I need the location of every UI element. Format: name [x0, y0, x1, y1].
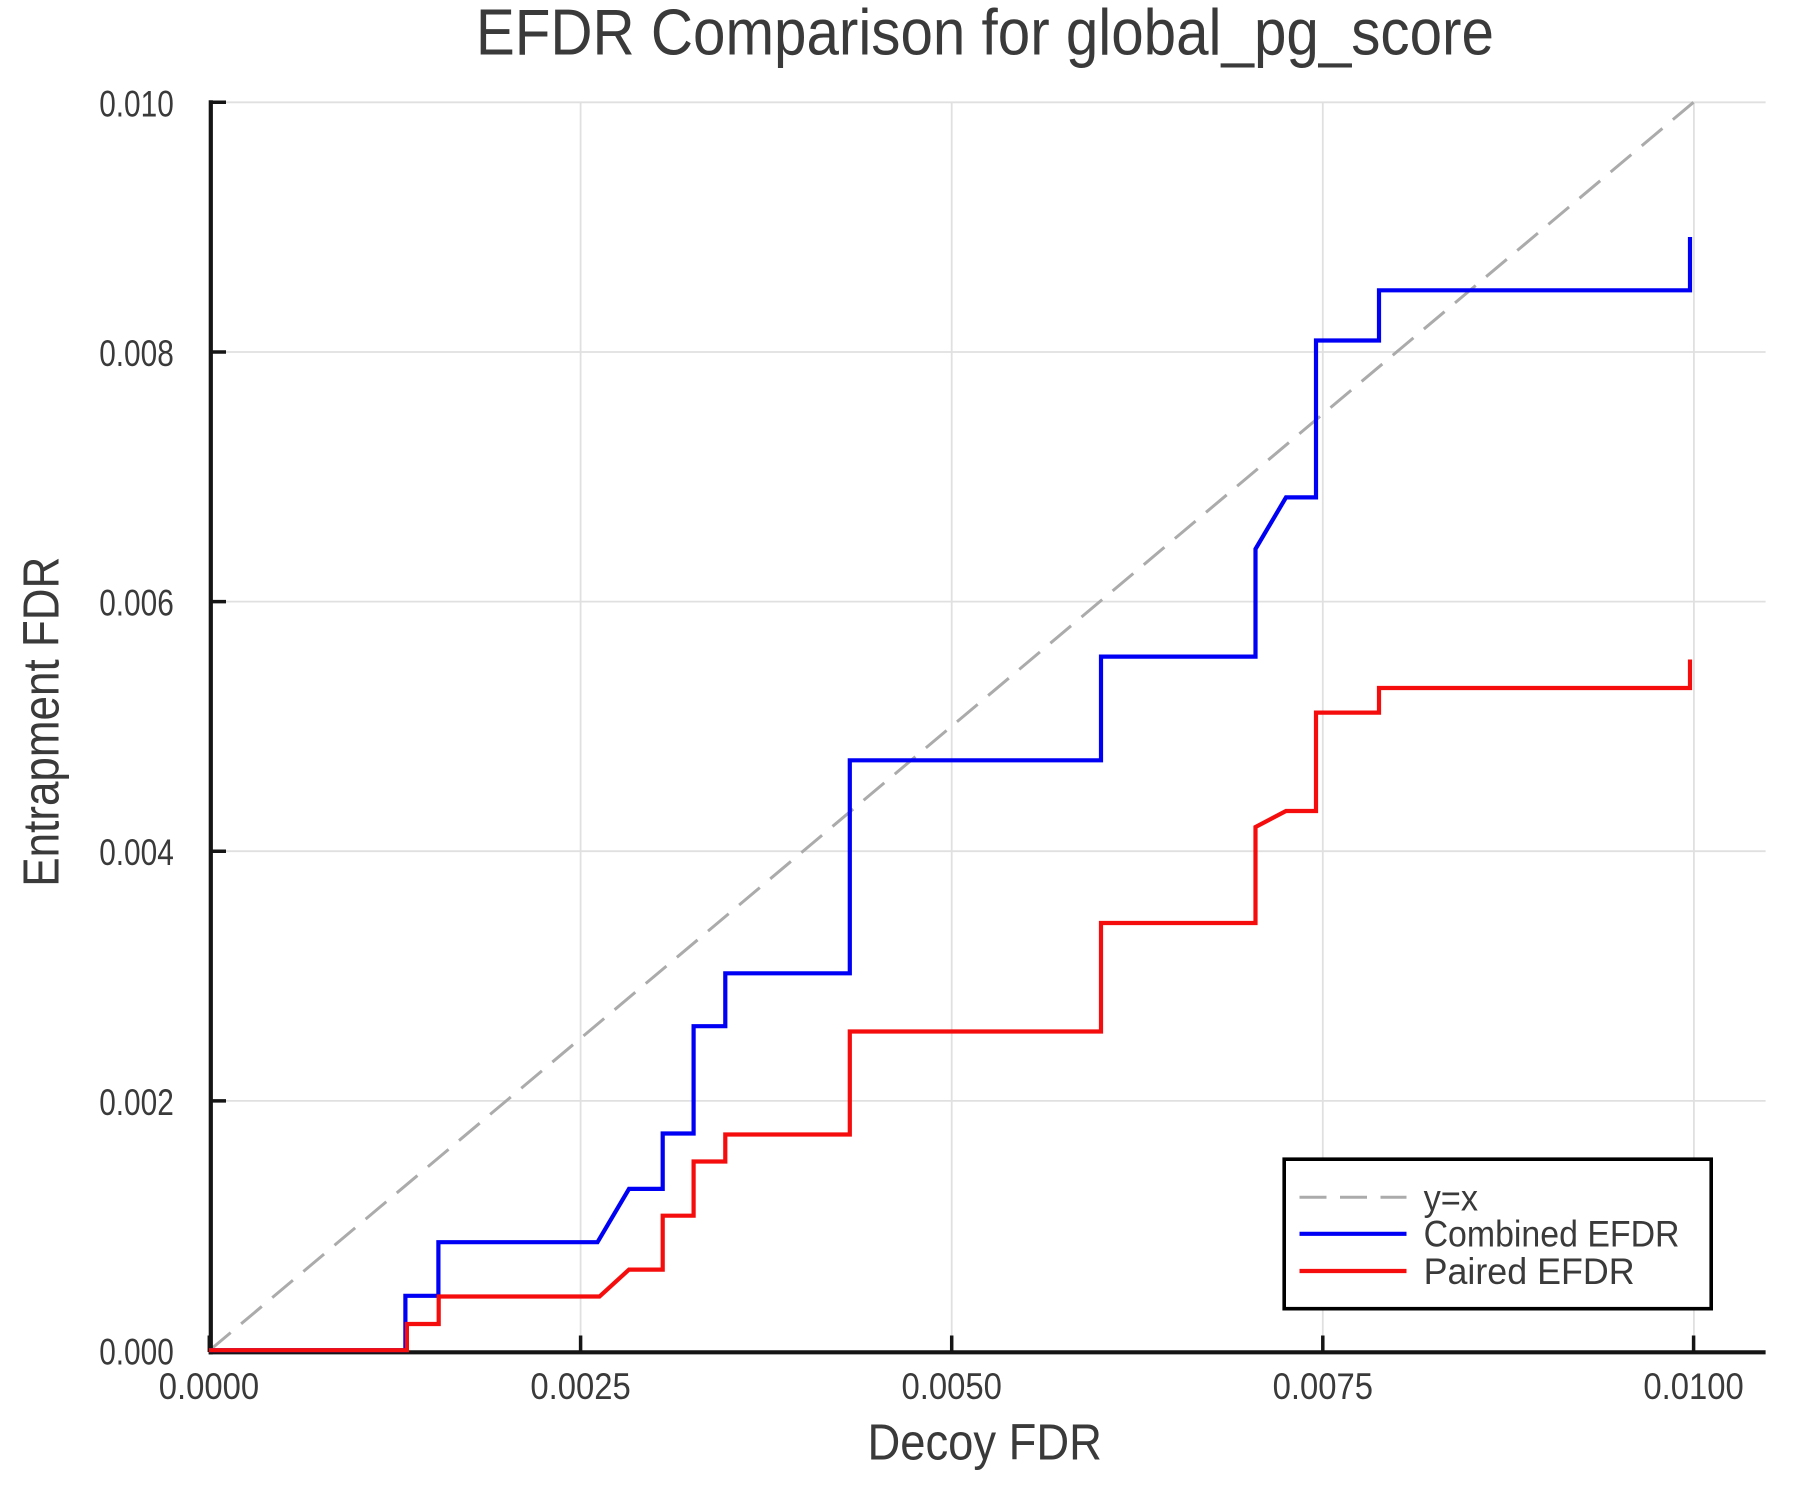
- svg-text:0.0000: 0.0000: [159, 1365, 259, 1407]
- svg-text:0.010: 0.010: [99, 82, 174, 124]
- svg-text:0.004: 0.004: [99, 831, 174, 873]
- svg-text:Decoy FDR: Decoy FDR: [867, 1414, 1102, 1471]
- svg-text:0.0050: 0.0050: [902, 1365, 1002, 1407]
- svg-text:y=x: y=x: [1424, 1178, 1479, 1219]
- svg-text:0.0075: 0.0075: [1273, 1365, 1373, 1407]
- svg-text:0.002: 0.002: [99, 1081, 174, 1123]
- svg-text:Entrapment FDR: Entrapment FDR: [13, 557, 70, 887]
- svg-text:0.006: 0.006: [99, 582, 174, 624]
- svg-text:0.0025: 0.0025: [530, 1365, 630, 1407]
- svg-text:0.008: 0.008: [99, 332, 174, 374]
- svg-text:Combined EFDR: Combined EFDR: [1424, 1214, 1680, 1255]
- svg-text:EFDR Comparison for global_pg_: EFDR Comparison for global_pg_score: [476, 0, 1494, 69]
- svg-text:Paired EFDR: Paired EFDR: [1424, 1251, 1635, 1292]
- svg-text:0.000: 0.000: [99, 1330, 174, 1372]
- svg-text:0.0100: 0.0100: [1643, 1365, 1743, 1407]
